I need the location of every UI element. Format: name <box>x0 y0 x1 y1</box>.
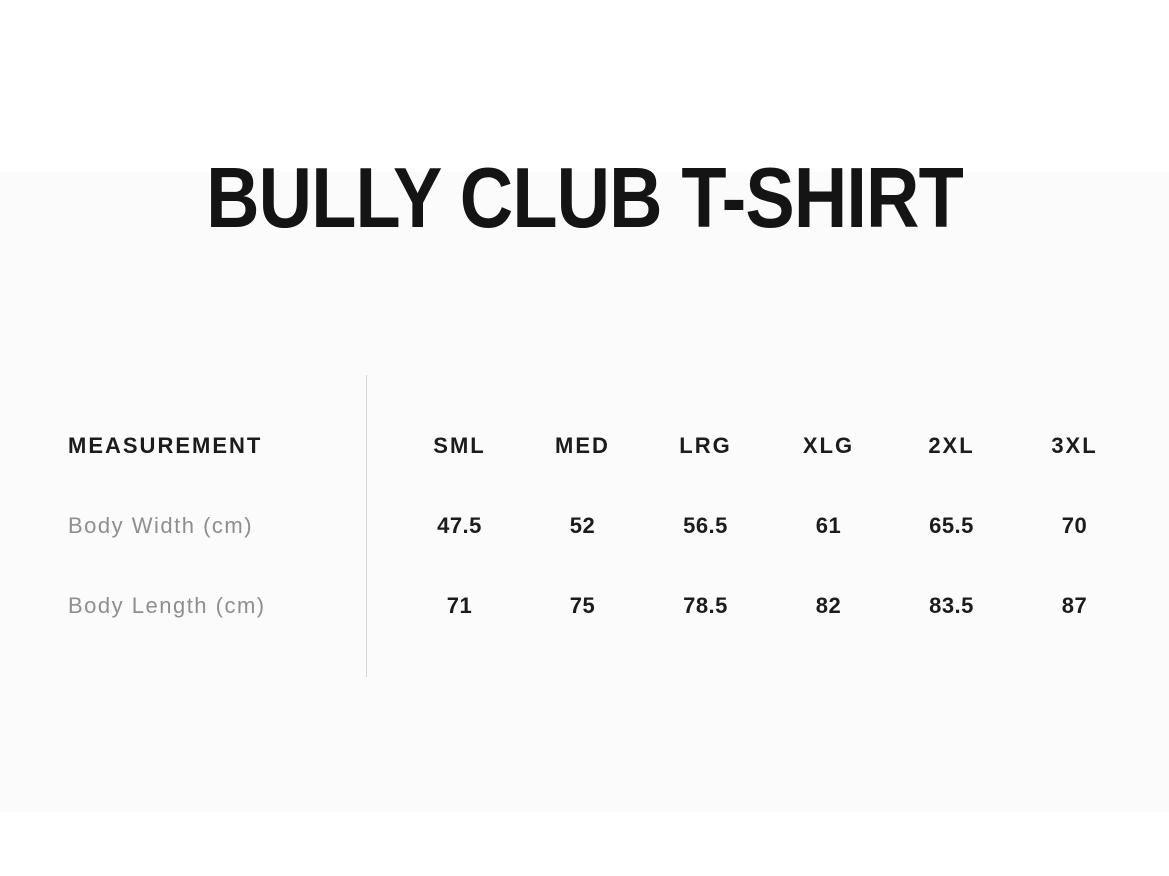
body-length-sml: 71 <box>446 593 473 618</box>
column-header-2xl: 2XL <box>928 433 975 458</box>
body-width-3xl: 70 <box>1061 513 1088 538</box>
page-title: BULLY CLUB T-SHIRT <box>206 151 964 246</box>
column-header-3xl: 3XL <box>1051 433 1098 458</box>
row-label-body-width: Body Width (cm) <box>68 513 254 538</box>
body-width-lrg: 56.5 <box>683 513 728 538</box>
size-chart-panel <box>0 172 1169 812</box>
body-width-xlg: 61 <box>815 513 842 538</box>
body-width-med: 52 <box>569 513 596 538</box>
size-header-cells: SML MED LRG XLG 2XL 3XL <box>398 433 1136 459</box>
column-divider <box>366 375 367 677</box>
body-length-3xl: 87 <box>1061 593 1088 618</box>
column-header-xlg: XLG <box>802 433 855 458</box>
row-values-body-width: 47.5 52 56.5 61 65.5 70 <box>398 513 1136 539</box>
column-header-lrg: LRG <box>679 433 732 458</box>
body-width-sml: 47.5 <box>437 513 482 538</box>
body-length-lrg: 78.5 <box>683 593 728 618</box>
column-header-med: MED <box>555 433 610 458</box>
size-chart-table: MEASUREMENT SML MED LRG XLG 2XL 3XL Body… <box>68 406 1169 646</box>
table-row-body-length: Body Length (cm) 71 75 78.5 82 83.5 87 <box>68 566 1169 646</box>
table-header-row: MEASUREMENT SML MED LRG XLG 2XL 3XL <box>68 406 1169 486</box>
row-label-body-length: Body Length (cm) <box>68 593 266 618</box>
column-header-measurement: MEASUREMENT <box>68 433 263 458</box>
body-width-2xl: 65.5 <box>929 513 974 538</box>
body-length-med: 75 <box>569 593 596 618</box>
body-length-2xl: 83.5 <box>929 593 974 618</box>
row-values-body-length: 71 75 78.5 82 83.5 87 <box>398 593 1136 619</box>
table-row-body-width: Body Width (cm) 47.5 52 56.5 61 65.5 70 <box>68 486 1169 566</box>
column-header-sml: SML <box>433 433 486 458</box>
body-length-xlg: 82 <box>815 593 842 618</box>
